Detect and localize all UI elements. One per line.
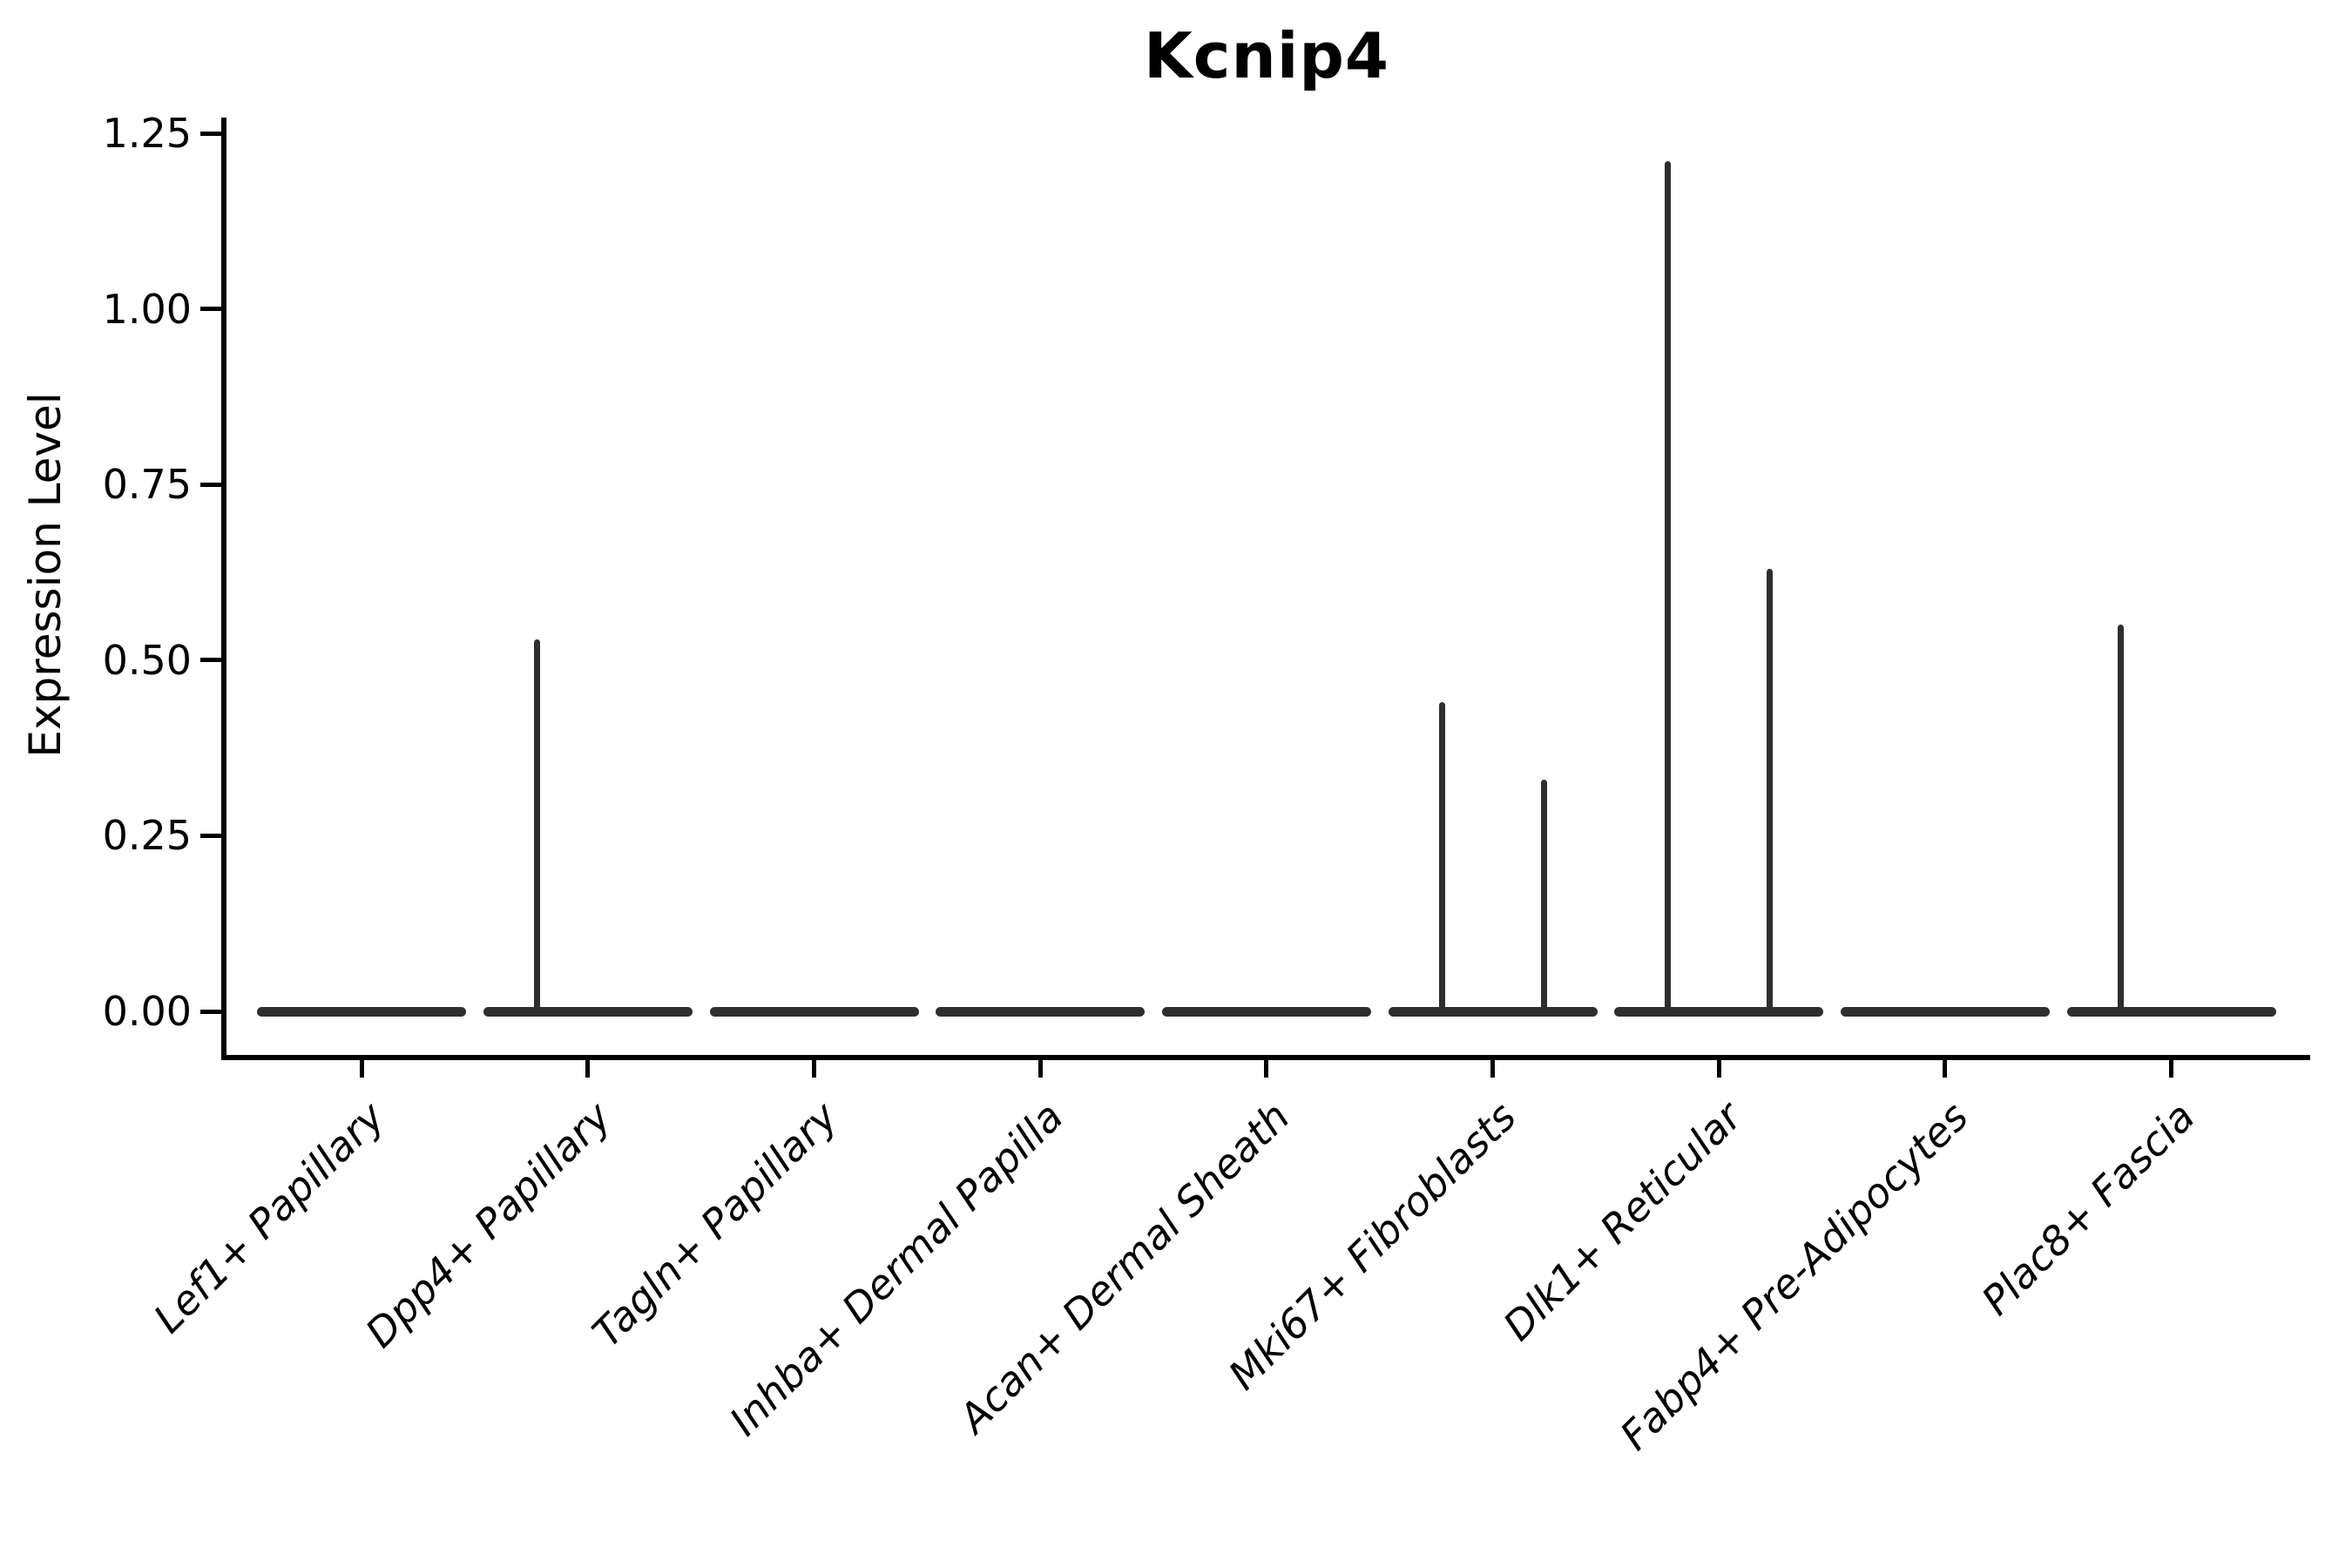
y-tick-label: 0.50 (102, 636, 192, 684)
violin-spike (1665, 161, 1672, 1013)
y-tick-mark (200, 131, 225, 136)
y-tick-label: 1.25 (102, 110, 192, 157)
y-tick-label: 0.00 (102, 988, 192, 1035)
y-tick-mark (200, 833, 225, 838)
violin-spike (1767, 568, 1774, 1013)
y-axis-spine (221, 118, 226, 1060)
violin-spike (2117, 625, 2124, 1013)
y-tick-mark (200, 1009, 225, 1014)
y-tick-label: 1.00 (102, 285, 192, 333)
y-tick-label: 0.75 (102, 461, 192, 509)
violin-spike (1540, 779, 1547, 1013)
violin-base (257, 1007, 467, 1017)
x-tick-mark (1943, 1055, 1948, 1078)
x-tick-mark (1037, 1055, 1043, 1078)
violin-base (1840, 1007, 2050, 1017)
y-tick-label: 0.25 (102, 812, 192, 860)
violin-base (1388, 1007, 1598, 1017)
x-tick-mark (2169, 1055, 2174, 1078)
y-tick-mark (200, 482, 225, 487)
violin-base (1161, 1007, 1371, 1017)
violin-base (936, 1007, 1146, 1017)
violin-base (483, 1007, 693, 1017)
violin-base (709, 1007, 919, 1017)
y-tick-mark (200, 658, 225, 663)
violin-spike (1438, 702, 1445, 1013)
x-tick-mark (1490, 1055, 1496, 1078)
violin-base (1614, 1007, 1824, 1017)
x-tick-mark (812, 1055, 817, 1078)
violin-spike (533, 639, 540, 1013)
x-tick-mark (1264, 1055, 1269, 1078)
x-tick-mark (359, 1055, 364, 1078)
x-tick-mark (1716, 1055, 1721, 1078)
violin-base (2066, 1007, 2276, 1017)
x-tick-mark (585, 1055, 591, 1078)
y-axis-label: Expression Level (20, 392, 71, 758)
y-tick-mark (200, 307, 225, 312)
chart-title: Kcnip4 (1143, 19, 1390, 92)
